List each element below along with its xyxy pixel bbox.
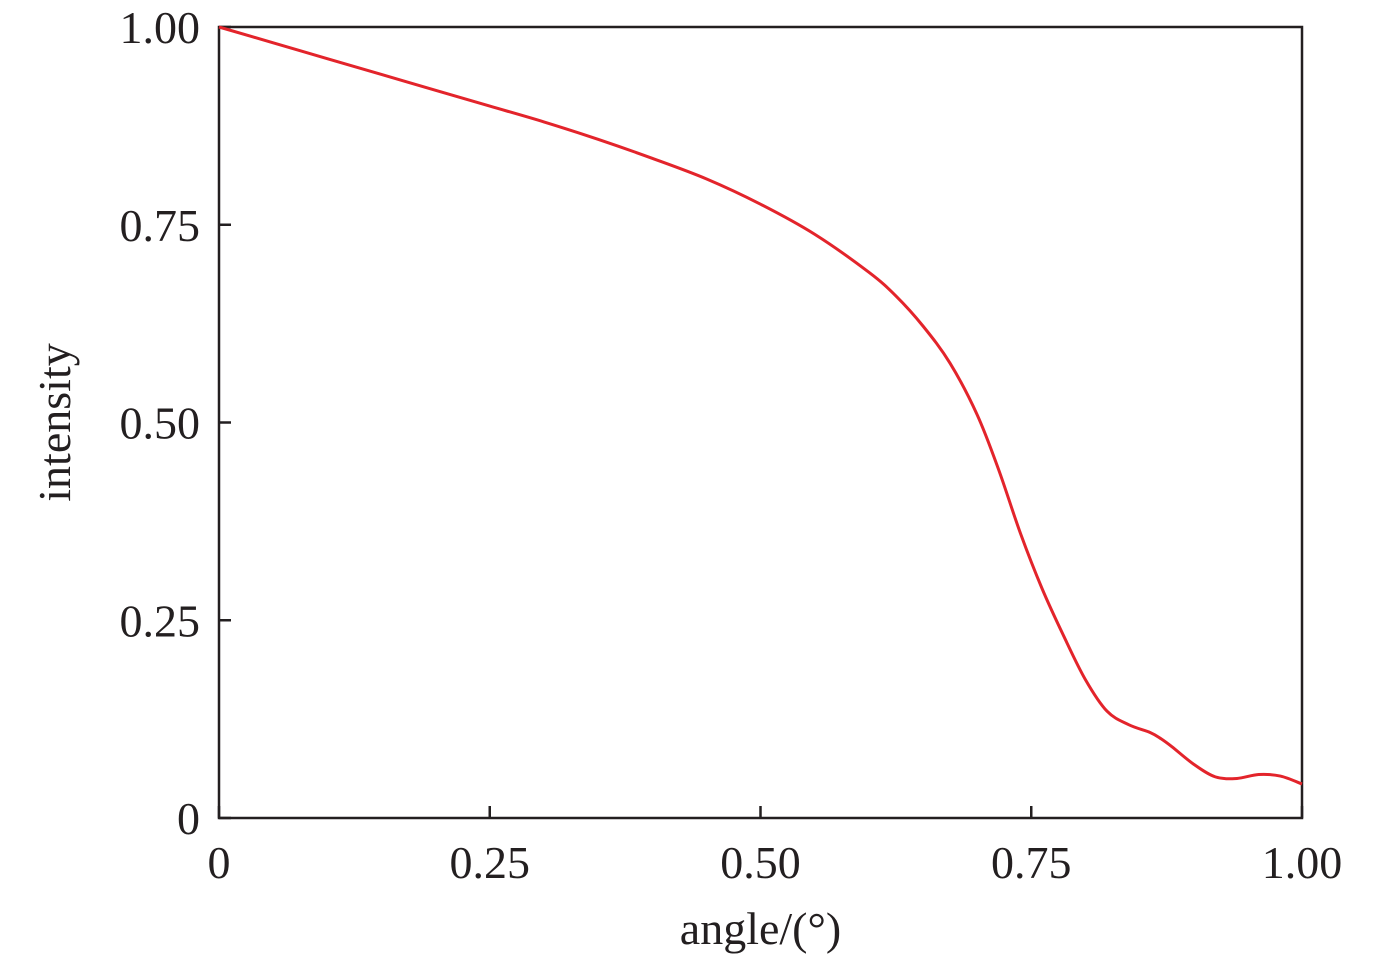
y-axis-label: intensity	[29, 343, 80, 501]
x-tick-label: 0.75	[991, 837, 1072, 888]
plot-frame	[217, 25, 1304, 820]
x-axis-label: angle/(°)	[680, 903, 841, 954]
y-tick-label: 0.50	[120, 398, 201, 449]
y-tick-label: 0.25	[120, 595, 201, 646]
y-tick-label: 1.00	[120, 2, 201, 53]
series-group	[218, 25, 1303, 786]
x-axis-ticks: 0 0.25 0.50 0.75 1.00	[208, 806, 1343, 888]
y-axis-ticks: 0 0.25 0.50 0.75 1.00	[120, 2, 231, 844]
x-tick-label: 0.50	[720, 837, 801, 888]
x-tick-label: 0.25	[450, 837, 531, 888]
y-tick-label: 0	[177, 793, 200, 844]
x-tick-label: 0	[208, 837, 231, 888]
series-line-intensity	[218, 25, 1303, 786]
x-tick-label: 1.00	[1262, 837, 1343, 888]
y-tick-label: 0.75	[120, 200, 201, 251]
